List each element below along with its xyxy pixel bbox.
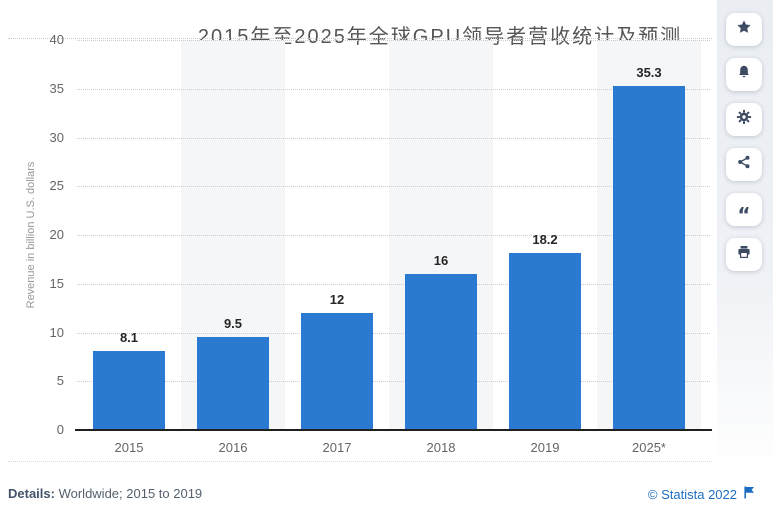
- footer-separator: [8, 461, 712, 462]
- x-tick-label: 2019: [530, 440, 560, 455]
- y-tick-label: 0: [56, 422, 64, 437]
- bar-value-label: 16: [433, 253, 449, 268]
- bar[interactable]: [613, 85, 685, 430]
- gridline: [77, 137, 710, 139]
- share-icon: [736, 154, 752, 175]
- gridline: [77, 235, 710, 236]
- chart-title: 2015年至2025年全球GPU领导者营收统计及预测: [197, 26, 683, 49]
- bar-value-label: 8.1: [119, 330, 139, 346]
- gridline: [77, 332, 710, 334]
- bar[interactable]: [197, 337, 269, 430]
- y-tick-label: 20: [49, 227, 64, 242]
- title-separator: [8, 38, 712, 39]
- gridline: [77, 40, 710, 41]
- x-tick-label: 2015: [114, 440, 144, 455]
- star-icon: [736, 19, 752, 40]
- bar[interactable]: [509, 252, 581, 430]
- print-button[interactable]: [726, 238, 762, 271]
- y-tick-label: 30: [49, 129, 64, 145]
- statista-copyright-link[interactable]: © Statista 2022: [648, 486, 755, 502]
- gridline: [77, 88, 710, 90]
- y-tick-label: 5: [56, 373, 64, 389]
- action-rail: “: [717, 0, 773, 480]
- bar-value-label: 12: [329, 292, 345, 307]
- quote-icon: “: [737, 202, 751, 227]
- x-tick-label: 2017: [322, 440, 352, 455]
- y-tick-label: 25: [49, 178, 64, 194]
- x-tick-label: 2016: [218, 440, 248, 455]
- y-tick-label: 10: [49, 324, 64, 340]
- settings-button[interactable]: [726, 103, 762, 136]
- y-tick-label: 35: [49, 80, 64, 96]
- gridline: [77, 186, 710, 188]
- bar-value-label: 18.2: [532, 231, 558, 247]
- copyright-text: © Statista 2022: [647, 486, 737, 502]
- gridline: [77, 381, 710, 383]
- bar[interactable]: [93, 351, 165, 430]
- x-tick-label: 2018: [426, 440, 456, 455]
- notifications-button[interactable]: [726, 58, 762, 91]
- y-tick-label: 15: [49, 275, 64, 291]
- bar-value-label: 9.5: [223, 316, 243, 332]
- y-tick-label: 40: [49, 32, 64, 47]
- details-value: Worldwide; 2015 to 2019: [54, 486, 203, 501]
- bar[interactable]: [405, 274, 477, 430]
- favorite-button[interactable]: [726, 13, 762, 46]
- gridline: [77, 283, 710, 285]
- bell-icon: [736, 64, 752, 85]
- details-label: Details:: [8, 486, 55, 501]
- cite-button[interactable]: “: [726, 193, 762, 227]
- flag-icon: [744, 486, 755, 502]
- gear-icon: [736, 109, 752, 130]
- share-button[interactable]: [726, 148, 762, 181]
- bar-value-label: 35.3: [636, 64, 662, 80]
- bar[interactable]: [301, 313, 373, 430]
- x-tick-label: 2025*: [632, 440, 666, 455]
- x-axis-line: [75, 429, 712, 431]
- print-icon: [736, 244, 752, 265]
- details-text: Details: Worldwide; 2015 to 2019: [8, 486, 202, 501]
